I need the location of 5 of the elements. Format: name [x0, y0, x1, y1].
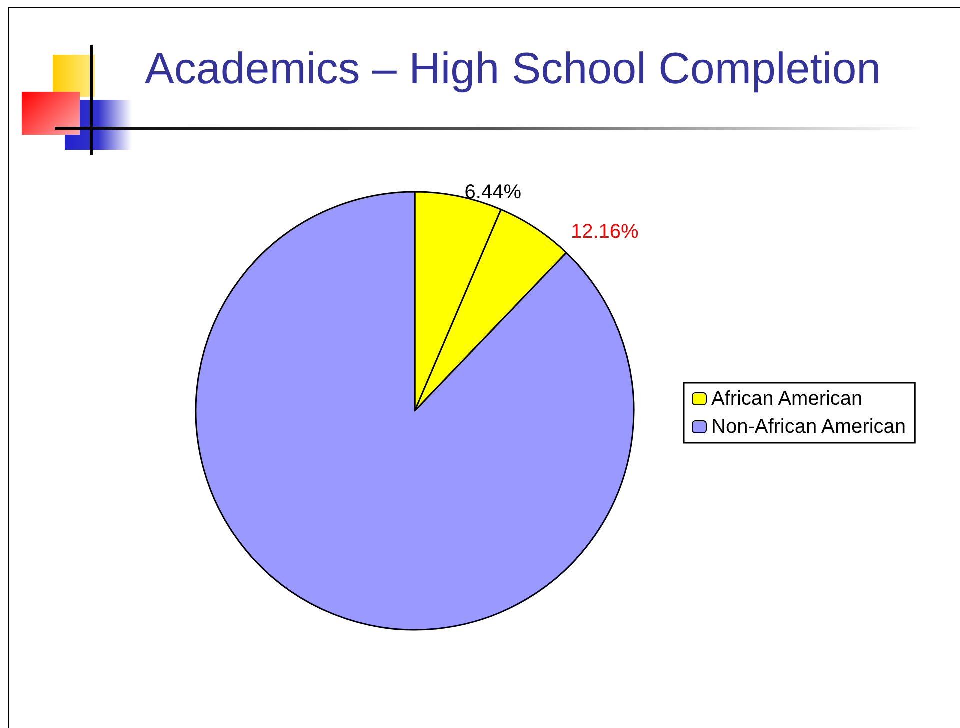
text: 12.16%: [571, 221, 640, 243]
legend-label: African American: [712, 388, 863, 410]
legend-label: Non-African American: [712, 416, 906, 438]
data-label: 6.44%: [464, 182, 522, 204]
chart-title: Academics – High School Completion: [145, 44, 882, 94]
